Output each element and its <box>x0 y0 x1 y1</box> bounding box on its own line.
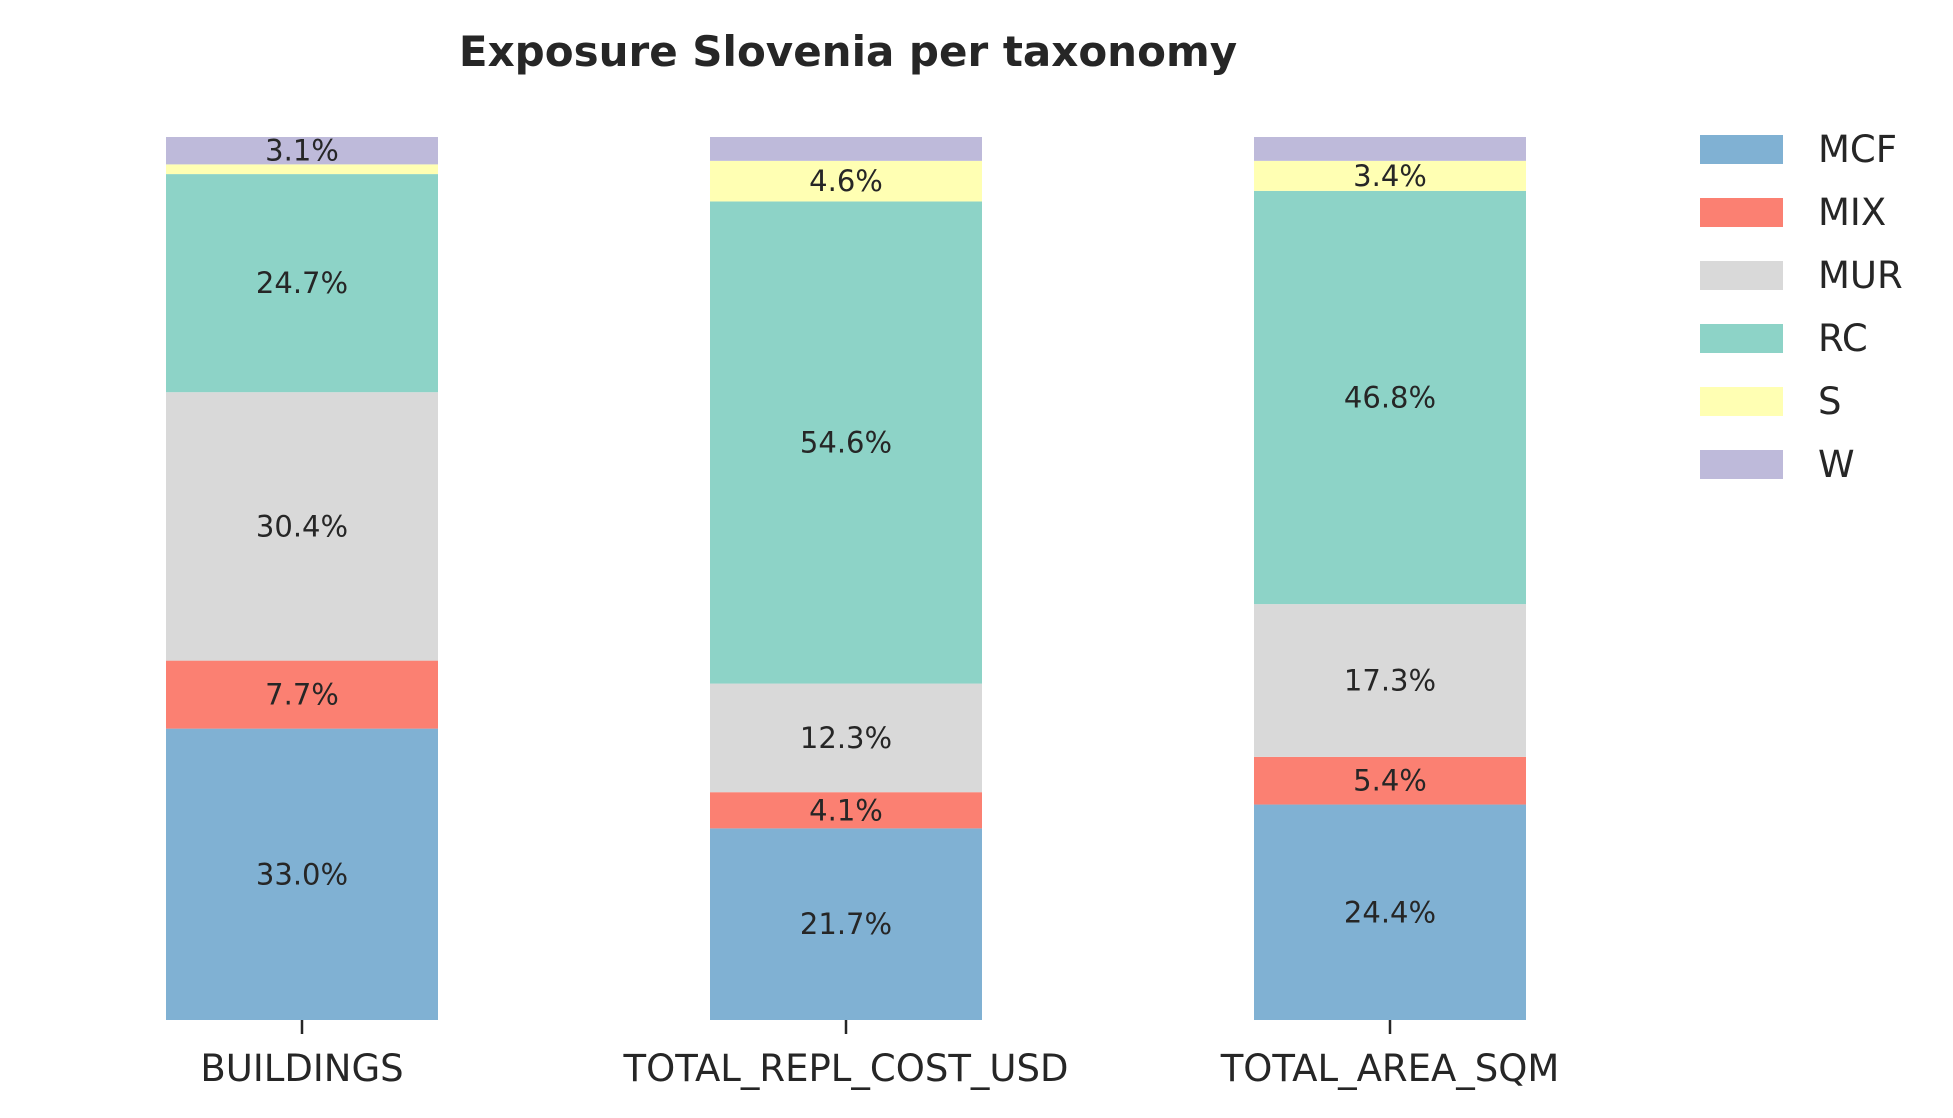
data-label-total-repl-cost-usd-s: 4.6% <box>809 164 883 198</box>
data-label-total-repl-cost-usd-mcf: 21.7% <box>800 907 892 941</box>
legend-label-s: S <box>1818 380 1842 423</box>
legend: MCF MIX MUR RC SW <box>1700 128 1903 486</box>
data-label-total-repl-cost-usd-rc: 54.6% <box>800 426 892 460</box>
bar-buildings-mix <box>166 660 438 729</box>
data-label-total-repl-cost-usd-mur: 12.3% <box>800 721 892 755</box>
x-tick-label-total-repl-cost-usd: TOTAL_REPL_COST_USD <box>623 1047 1069 1090</box>
data-label-total-area-sqm-mix: 5.4% <box>1353 764 1427 798</box>
bar-total-repl-cost-usd-s <box>710 160 982 202</box>
data-label-total-area-sqm-mcf: 24.4% <box>1344 895 1436 929</box>
data-label-total-repl-cost-usd-mix: 4.1% <box>809 793 883 827</box>
bar-total-repl-cost-usd-mcf <box>710 828 982 1020</box>
bar-total-area-sqm-mcf <box>1254 804 1526 1020</box>
legend-swatch-mur <box>1700 261 1783 290</box>
bar-total-area-sqm-mur <box>1254 604 1526 757</box>
legend-label-rc: RC <box>1818 317 1868 360</box>
x-tick-label-total-area-sqm: TOTAL_AREA_SQM <box>1220 1047 1560 1090</box>
legend-label-mix: MIX <box>1818 191 1886 234</box>
x-axis: BUILDINGS TOTAL_REPL_COST_USD TOTAL_AREA_S… <box>200 1020 1559 1090</box>
bar-buildings-w <box>166 137 438 165</box>
legend-label-w: W <box>1818 443 1855 486</box>
segment-labels: 33.0% 7.7% 30.4% 24.7% 3.1% 21.7% 4.1% 12.3% 54.… <box>256 134 1436 942</box>
bar-total-area-sqm-w <box>1254 137 1526 161</box>
legend-swatch-rc <box>1700 324 1783 353</box>
legend-swatch-w <box>1700 450 1783 479</box>
data-label-total-area-sqm-rc: 46.8% <box>1344 380 1436 414</box>
bar-buildings-mcf <box>166 728 438 1020</box>
legend-swatch-mix <box>1700 198 1783 227</box>
data-label-buildings-mix: 7.7% <box>265 678 339 712</box>
legend-label-mcf: MCF <box>1818 128 1897 171</box>
bar-total-area-sqm-rc <box>1254 190 1526 605</box>
bar-total-repl-cost-usd-mix <box>710 792 982 829</box>
bar-buildings-rc <box>166 174 438 393</box>
data-label-buildings-mcf: 33.0% <box>256 857 348 891</box>
plot-area <box>166 137 1526 1020</box>
data-label-buildings-mur: 30.4% <box>256 509 348 543</box>
legend-label-mur: MUR <box>1818 254 1903 297</box>
bar-total-area-sqm-s <box>1254 160 1526 191</box>
data-label-total-area-sqm-s: 3.4% <box>1353 159 1427 193</box>
bar-buildings-mur <box>166 392 438 661</box>
bar-total-repl-cost-usd-rc <box>710 201 982 684</box>
legend-swatch-mcf <box>1700 135 1783 164</box>
bar-total-repl-cost-usd-mur <box>710 683 982 793</box>
legend-swatch-s <box>1700 387 1783 416</box>
data-label-buildings-w: 3.1% <box>265 134 339 168</box>
bar-total-area-sqm-mix <box>1254 756 1526 805</box>
x-tick-label-buildings: BUILDINGS <box>200 1047 403 1090</box>
chart-title: Exposure Slovenia per taxonomy <box>459 27 1237 76</box>
data-label-buildings-rc: 24.7% <box>256 266 348 300</box>
bar-total-repl-cost-usd-w <box>710 137 982 161</box>
bar-buildings-s <box>166 164 438 175</box>
data-label-total-area-sqm-mur: 17.3% <box>1344 663 1436 697</box>
